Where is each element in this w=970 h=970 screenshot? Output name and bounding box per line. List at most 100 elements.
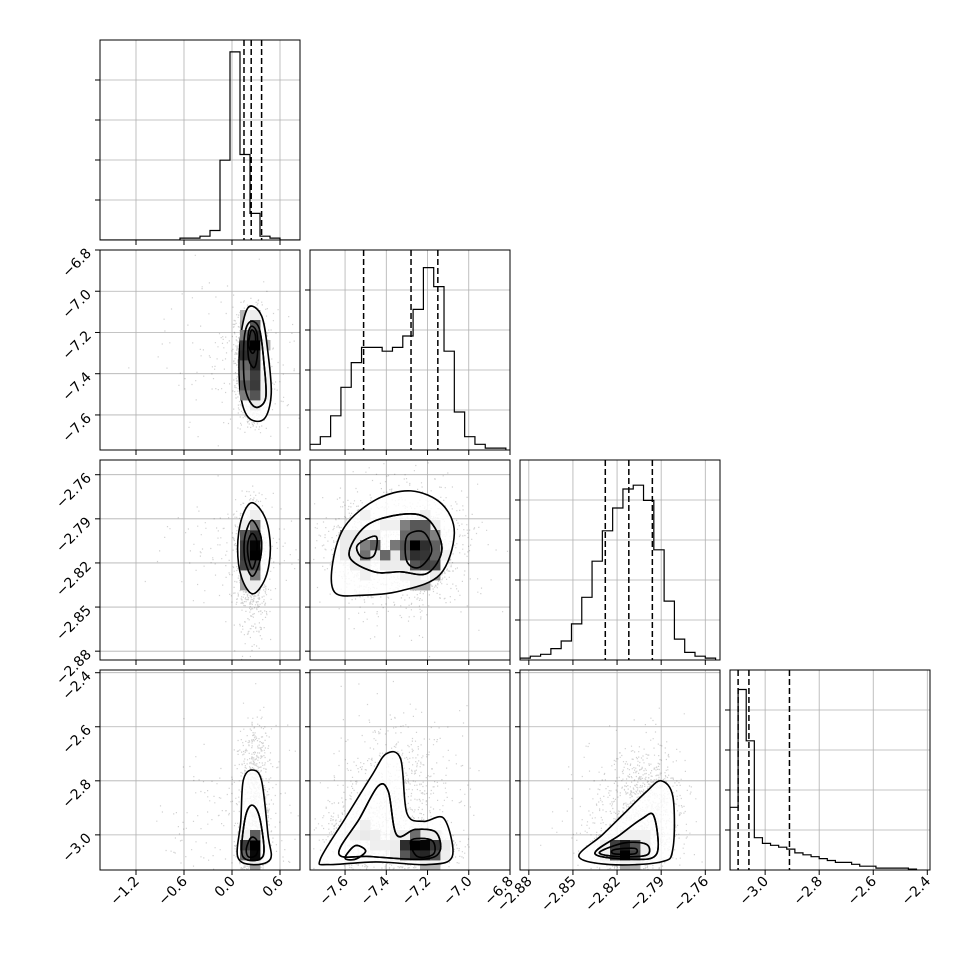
histogram-bar xyxy=(240,155,250,241)
histogram-bar xyxy=(341,387,351,450)
density-cell xyxy=(430,860,441,870)
x-tick-label: 0.0 xyxy=(212,874,239,901)
x-tick-label: −7.2 xyxy=(399,874,434,909)
density-core xyxy=(390,540,401,551)
x-tick-label: −7.4 xyxy=(358,873,393,908)
density-core xyxy=(240,550,251,561)
y-tick-label: −7.4 xyxy=(59,369,94,404)
x-tick-label: −2.8 xyxy=(791,874,826,909)
contour-line xyxy=(404,530,433,569)
density-core xyxy=(250,550,261,561)
density-core xyxy=(420,840,431,851)
density-core xyxy=(410,560,421,571)
histogram-bar xyxy=(613,508,623,660)
density-core xyxy=(430,530,441,541)
density-core xyxy=(400,850,411,861)
density-core xyxy=(630,840,641,851)
histogram-outline xyxy=(100,51,300,240)
panel-frame xyxy=(99,39,301,241)
histogram-1 xyxy=(310,250,507,450)
panel-frame xyxy=(309,459,511,661)
histogram-bar xyxy=(351,363,361,450)
density-core xyxy=(400,520,411,531)
density-core xyxy=(250,520,261,531)
density-core xyxy=(240,370,251,381)
histogram-bar xyxy=(730,807,738,870)
histogram-2 xyxy=(520,460,717,660)
scatter-panel-0-2 xyxy=(144,475,299,660)
density-core xyxy=(250,540,261,551)
density-core xyxy=(400,840,411,851)
histogram-bar xyxy=(413,309,423,450)
density-core xyxy=(620,840,631,851)
panel-frame xyxy=(99,459,301,661)
x-tick-label: −2.79 xyxy=(626,874,668,916)
density-core xyxy=(250,830,261,841)
y-tick-label: −7.2 xyxy=(59,328,94,363)
histogram-bar xyxy=(664,601,674,660)
density-core xyxy=(250,840,261,851)
contour-line xyxy=(355,535,378,560)
histogram-bar xyxy=(561,641,571,660)
panel-0-1 xyxy=(100,249,300,450)
histogram-bar xyxy=(674,639,684,660)
contour-line xyxy=(348,512,443,576)
y-tick-label: −2.8 xyxy=(59,776,94,811)
y-tick-label: −7.0 xyxy=(59,287,94,322)
density-cell xyxy=(420,580,431,591)
histogram-bar xyxy=(844,862,852,870)
density-core xyxy=(630,850,641,861)
panel-1-1 xyxy=(310,250,511,450)
scatter-dots xyxy=(128,254,300,447)
histogram-bar xyxy=(654,550,664,660)
scatter-points xyxy=(128,254,300,447)
density-core xyxy=(410,530,421,541)
histogram-bar xyxy=(738,690,746,871)
panel-0-0 xyxy=(100,40,300,240)
histogram-outline xyxy=(520,484,717,660)
histogram-bar xyxy=(541,654,551,660)
density-core xyxy=(360,550,371,561)
density-core xyxy=(250,380,261,391)
histogram-bar xyxy=(444,351,454,450)
histogram-bar xyxy=(434,287,444,450)
density-core xyxy=(240,390,251,401)
histogram-outline xyxy=(310,267,507,450)
density-core xyxy=(370,540,381,551)
density-core xyxy=(420,530,431,541)
density-core xyxy=(240,850,251,861)
x-tick-label: −3.0 xyxy=(737,874,772,909)
histogram-3 xyxy=(730,670,918,871)
density-core xyxy=(620,850,631,861)
y-tick-label: −2.79 xyxy=(53,514,95,556)
histogram-bar xyxy=(835,862,843,870)
histogram-bar xyxy=(771,845,779,870)
scatter-panel-1-3 xyxy=(313,680,480,870)
histogram-bar xyxy=(754,838,762,870)
scatter-panel-1-2 xyxy=(310,462,509,658)
histogram-bar xyxy=(582,597,592,660)
histogram-bar xyxy=(803,855,811,870)
histogram-bar xyxy=(372,347,382,450)
y-tick-label: −2.85 xyxy=(53,603,95,645)
histogram-bar xyxy=(852,864,860,870)
histogram-bar xyxy=(787,849,795,870)
contour-line xyxy=(246,325,259,369)
contour-line xyxy=(247,329,257,355)
x-tick-label: −7.0 xyxy=(440,874,475,909)
density-core xyxy=(420,560,431,571)
histogram-bar xyxy=(779,847,787,870)
density-core xyxy=(240,560,251,571)
panel-0-2 xyxy=(100,460,300,660)
density-core xyxy=(430,540,441,551)
contour-line xyxy=(409,837,436,859)
density-core xyxy=(240,350,251,361)
density-core xyxy=(410,830,421,841)
contour-line xyxy=(246,532,258,570)
panel-2-2 xyxy=(520,460,720,660)
panel-frame xyxy=(309,669,511,871)
histogram-bar xyxy=(633,485,643,660)
histogram-bar xyxy=(592,561,602,660)
density-core xyxy=(380,550,391,561)
